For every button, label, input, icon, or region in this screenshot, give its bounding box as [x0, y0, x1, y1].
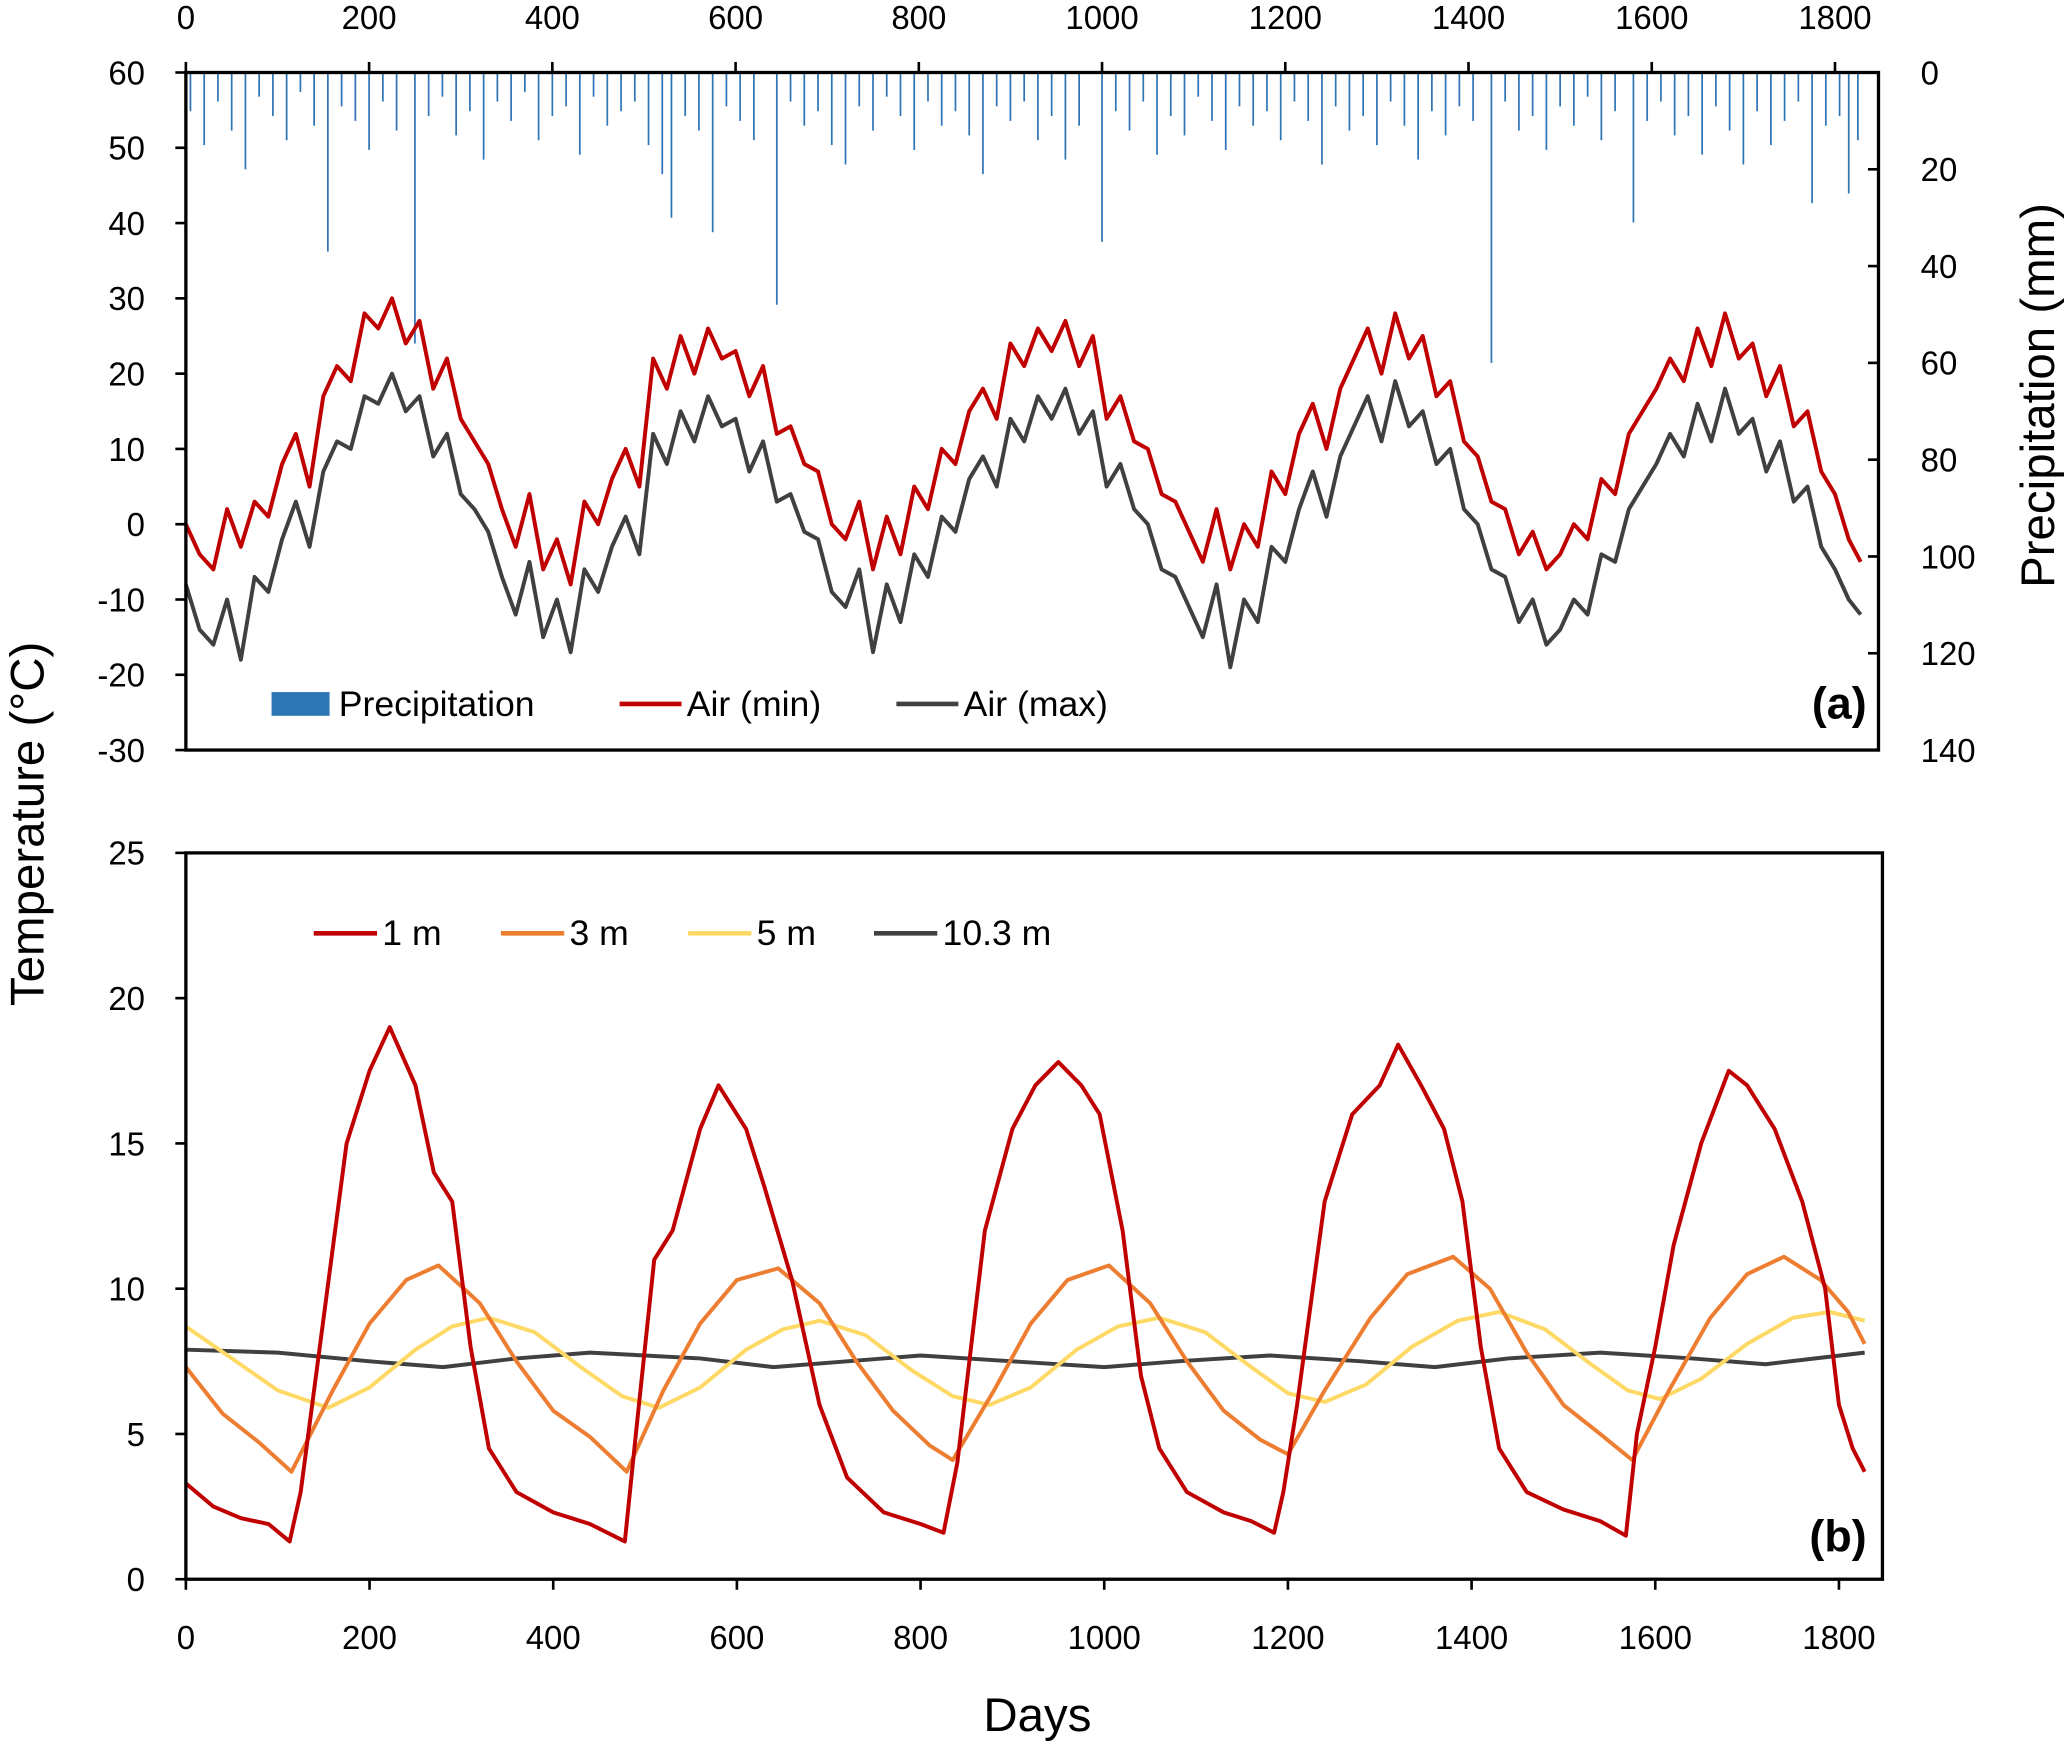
series-5-m [184, 1309, 1866, 1410]
x-axis-title: Days [983, 1689, 1091, 1742]
series-air-min- [184, 296, 1863, 587]
panel-a: 0 200 400 600 800 1000 1200 1400 1600 18006050403… [97, 0, 2064, 769]
air-temperature-lines [183, 296, 1863, 670]
x-tick-label: 600 [709, 1619, 764, 1656]
y-tick-label: 10 [108, 1271, 145, 1308]
y-tick-label: 10 [108, 431, 145, 468]
series-1-m [184, 1025, 1867, 1544]
x-tick-label: 400 [525, 0, 580, 36]
y-tick-label: -20 [97, 657, 145, 694]
y-tick-label: 5 [127, 1416, 145, 1453]
y2-tick-label: 140 [1921, 732, 1976, 769]
y2-tick-label: 60 [1921, 345, 1958, 382]
x-tick-label: 1800 [1802, 1619, 1875, 1656]
y2-axis-title: Precipitation (mm) [2012, 203, 2065, 588]
panel-b-frame [184, 851, 1885, 1581]
y-tick-label: -10 [97, 581, 145, 618]
legend-label: 3 m [569, 913, 628, 953]
y-tick-label: 15 [108, 1125, 145, 1162]
y2-tick-label: 40 [1921, 248, 1958, 285]
y2-tick-label: 120 [1921, 635, 1976, 672]
y-tick-label: 0 [127, 1561, 145, 1598]
x-tick-label: 1400 [1435, 1619, 1508, 1656]
y-tick-label: 60 [108, 54, 145, 91]
legend-label: 1 m [382, 913, 441, 953]
x-tick-label: 1000 [1065, 0, 1138, 36]
y-tick-label: -30 [97, 732, 145, 769]
legend-air-max-label: Air (max) [964, 684, 1108, 724]
legend-label: 5 m [757, 913, 816, 953]
y2-tick-label: 80 [1921, 442, 1958, 479]
x-tick-label: 800 [893, 1619, 948, 1656]
x-tick-label: 600 [708, 0, 763, 36]
x-tick-label: 800 [891, 0, 946, 36]
y2-tick-label: 0 [1921, 54, 1939, 91]
legend-a: Precipitation Air (min) Air (max) [271, 684, 1108, 724]
y2-tick-label: 100 [1921, 538, 1976, 575]
y-tick-label: 25 [108, 835, 145, 872]
y-tick-label: 0 [127, 506, 145, 543]
panel-b: 0 200 400 600 800 1000 1200 1400 1600 1800 25 20 15 1… [108, 835, 1885, 1656]
x-tick-label: 1600 [1619, 1619, 1692, 1656]
legend-label: 10.3 m [943, 913, 1052, 953]
x-tick-label: 1200 [1251, 1619, 1324, 1656]
panel-b-axes: 0 200 400 600 800 1000 1200 1400 1600 1800 25 20 15 1… [108, 835, 1875, 1656]
x-tick-label: 200 [342, 0, 397, 36]
panel-a-label: (a) [1812, 678, 1867, 728]
panel-a-axes: 0 200 400 600 800 1000 1200 1400 1600 18006050403… [97, 0, 1975, 769]
legend-precip-swatch [271, 692, 330, 716]
x-tick-label: 1600 [1615, 0, 1688, 36]
y-tick-label: 40 [108, 205, 145, 242]
x-tick-label: 1800 [1798, 0, 1871, 36]
series-10-3-m [185, 1347, 1865, 1370]
series-air-max- [183, 371, 1863, 670]
x-tick-label: 1400 [1432, 0, 1505, 36]
x-tick-label: 1000 [1068, 1619, 1141, 1656]
legend-air-min-label: Air (min) [687, 684, 821, 724]
legend-precip-label: Precipitation [339, 684, 535, 724]
soil-temperature-lines [184, 1025, 1867, 1544]
legend-b: 1 m 3 m 5 m 10.3 m [313, 913, 1052, 953]
y-axis-title: Temperature (°C) [2, 642, 55, 1006]
panel-a-frame [184, 70, 1881, 752]
y-tick-label: 20 [108, 356, 145, 393]
y-tick-label: 20 [108, 980, 145, 1017]
x-tick-label: 200 [342, 1619, 397, 1656]
x-tick-label: 0 [177, 0, 195, 36]
x-tick-label: 0 [177, 1619, 195, 1656]
x-tick-label: 400 [526, 1619, 581, 1656]
series-3-m [184, 1254, 1867, 1474]
x-tick-label: 1200 [1249, 0, 1322, 36]
y-tick-label: 50 [108, 130, 145, 167]
y2-tick-label: 20 [1921, 151, 1958, 188]
y-tick-label: 30 [108, 280, 145, 317]
panel-b-label: (b) [1809, 1512, 1866, 1562]
precipitation-bars [189, 72, 1859, 363]
